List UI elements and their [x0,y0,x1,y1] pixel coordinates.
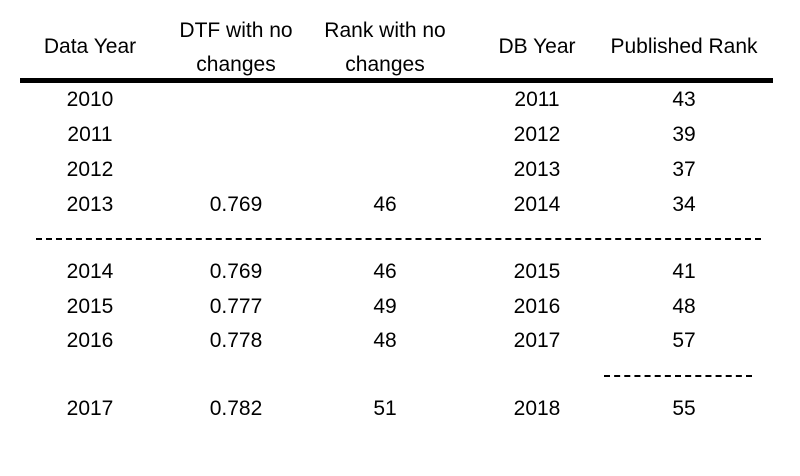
dashed-separator [36,238,761,240]
header-published-rank: Published Rank [610,35,758,58]
dashed-separator-published-rank [604,375,752,377]
cell-rank-with-no-changes: 49 [373,295,397,318]
cell-rank-with-no-changes: 48 [373,329,397,352]
cell-dtf-with-no-changes: 0.769 [209,193,263,216]
cell-published-rank: 55 [672,397,696,420]
cell-db-year: 2018 [513,397,561,420]
cell-db-year: 2015 [513,260,561,283]
header-rank-with-no-changes-line-2: changes [345,53,425,76]
cell-rank-with-no-changes: 46 [373,260,397,283]
cell-published-rank: 57 [672,329,696,352]
cell-data-year: 2016 [66,329,114,352]
header-rank-with-no-changes-line-1: Rank with no [324,19,446,42]
header-data-year: Data Year [43,35,137,58]
cell-published-rank: 48 [672,295,696,318]
cell-dtf-with-no-changes: 0.782 [209,397,263,420]
header-dtf-with-no-changes-line-1: DTF with no [179,19,293,42]
header-rule [20,78,773,83]
cell-data-year: 2012 [66,158,114,181]
cell-db-year: 2011 [514,88,560,111]
cell-db-year: 2017 [513,329,561,352]
cell-published-rank: 43 [672,88,696,111]
cell-data-year: 2010 [66,88,114,111]
header-db-year: DB Year [498,35,576,58]
header-dtf-with-no-changes-line-2: changes [196,53,276,76]
cell-published-rank: 39 [672,123,696,146]
cell-data-year: 2014 [66,260,114,283]
cell-dtf-with-no-changes: 0.778 [209,329,263,352]
cell-published-rank: 34 [672,193,696,216]
cell-data-year: 2011 [67,123,113,146]
cell-dtf-with-no-changes: 0.777 [209,295,263,318]
cell-rank-with-no-changes: 46 [373,193,397,216]
cell-db-year: 2012 [513,123,561,146]
cell-rank-with-no-changes: 51 [373,397,397,420]
cell-data-year: 2017 [66,397,114,420]
cell-published-rank: 37 [672,158,696,181]
cell-dtf-with-no-changes: 0.769 [209,260,263,283]
cell-db-year: 2014 [513,193,561,216]
cell-db-year: 2013 [513,158,561,181]
cell-data-year: 2015 [66,295,114,318]
cell-published-rank: 41 [672,260,696,283]
cell-db-year: 2016 [513,295,561,318]
cell-data-year: 2013 [66,193,114,216]
